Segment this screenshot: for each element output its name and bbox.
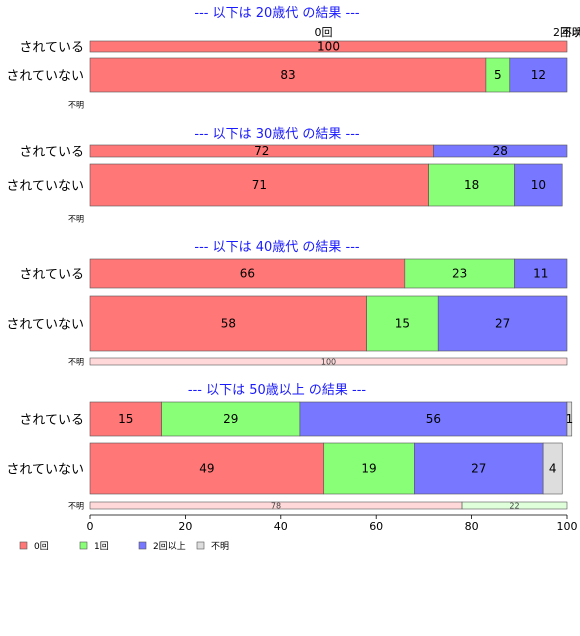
row-label: 不明 <box>68 215 84 224</box>
legend-label: 不明 <box>211 541 229 552</box>
data-label: 49 <box>199 462 214 476</box>
data-label: 15 <box>395 317 410 331</box>
data-label: 11 <box>533 267 548 281</box>
data-label: 12 <box>531 68 546 82</box>
row-label: されている <box>19 268 84 283</box>
panel-title: --- 以下は 20歳代 の結果 --- <box>194 6 360 21</box>
data-label: 19 <box>361 462 376 476</box>
legend-swatch <box>138 541 147 550</box>
bar-segment <box>461 501 568 510</box>
bar-segment <box>366 295 439 352</box>
data-label: 18 <box>464 178 479 192</box>
panel-title: --- 以下は 40歳代 の結果 --- <box>194 240 360 255</box>
data-label: 71 <box>252 178 267 192</box>
bar-segment <box>161 401 301 437</box>
category-label-top: 不明 <box>561 26 580 39</box>
bar-segment <box>566 401 573 437</box>
data-label: 83 <box>280 68 295 82</box>
bar-segment <box>509 57 568 93</box>
x-tick-label: 100 <box>557 520 578 533</box>
data-label: 58 <box>221 317 236 331</box>
x-tick-label: 0 <box>87 520 94 533</box>
data-label: 22 <box>509 502 519 511</box>
bar-segment <box>89 357 568 366</box>
data-label: 66 <box>240 267 255 281</box>
data-label: 27 <box>471 462 486 476</box>
bar-segment <box>404 258 515 289</box>
bar-segment <box>89 295 367 352</box>
data-label: 5 <box>494 68 502 82</box>
row-label: されている <box>19 145 84 160</box>
x-tick-label: 80 <box>465 520 479 533</box>
data-label: 100 <box>321 358 336 367</box>
bar-segment <box>542 442 563 495</box>
bar-segment <box>89 258 406 289</box>
bar-segment <box>514 258 568 289</box>
x-tick-label: 40 <box>274 520 288 533</box>
data-label: 23 <box>452 267 467 281</box>
data-label: 28 <box>493 144 508 158</box>
row-label: されていない <box>6 318 84 333</box>
data-label: 27 <box>495 317 510 331</box>
legend-swatch <box>79 541 88 550</box>
bar-segment <box>514 163 563 207</box>
row-label: されていない <box>6 179 84 194</box>
data-label: 29 <box>223 412 238 426</box>
row-label: されていない <box>6 463 84 478</box>
legend-label: 2回以上 <box>153 541 186 552</box>
x-tick-label: 20 <box>178 520 192 533</box>
data-label: 10 <box>531 178 546 192</box>
bar-segment <box>323 442 415 495</box>
bar-segment <box>437 295 568 352</box>
category-label-top: 2回以上 <box>553 26 580 39</box>
legend-swatch <box>196 541 205 550</box>
panel-title: --- 以下は 30歳代 の結果 --- <box>194 127 360 142</box>
bar-segment <box>89 442 325 495</box>
bar-segment <box>428 163 515 207</box>
bar-segment <box>299 401 568 437</box>
row-label: されている <box>19 41 84 56</box>
data-label: 100 <box>317 40 340 54</box>
data-label: 72 <box>254 144 269 158</box>
row-label: されている <box>19 413 84 428</box>
data-label: 1 <box>566 412 574 426</box>
data-label: 15 <box>118 412 133 426</box>
data-label: 78 <box>271 502 281 511</box>
category-label-top: 0回 <box>315 26 333 39</box>
x-tick-label: 60 <box>369 520 383 533</box>
legend-label: 0回 <box>34 541 49 552</box>
panel-title: --- 以下は 50歳以上 の結果 --- <box>188 383 367 398</box>
legend-swatch <box>19 541 28 550</box>
legend-label: 1回 <box>94 541 109 552</box>
data-label: 56 <box>426 412 441 426</box>
bar-segment <box>433 144 568 158</box>
row-label: 不明 <box>68 502 84 511</box>
bar-segment <box>414 442 544 495</box>
bar-segment <box>89 40 568 53</box>
bar-segment <box>89 401 162 437</box>
data-label: 4 <box>549 462 557 476</box>
row-label: 不明 <box>68 358 84 367</box>
row-label: されていない <box>6 69 84 84</box>
row-label: 不明 <box>68 101 84 110</box>
